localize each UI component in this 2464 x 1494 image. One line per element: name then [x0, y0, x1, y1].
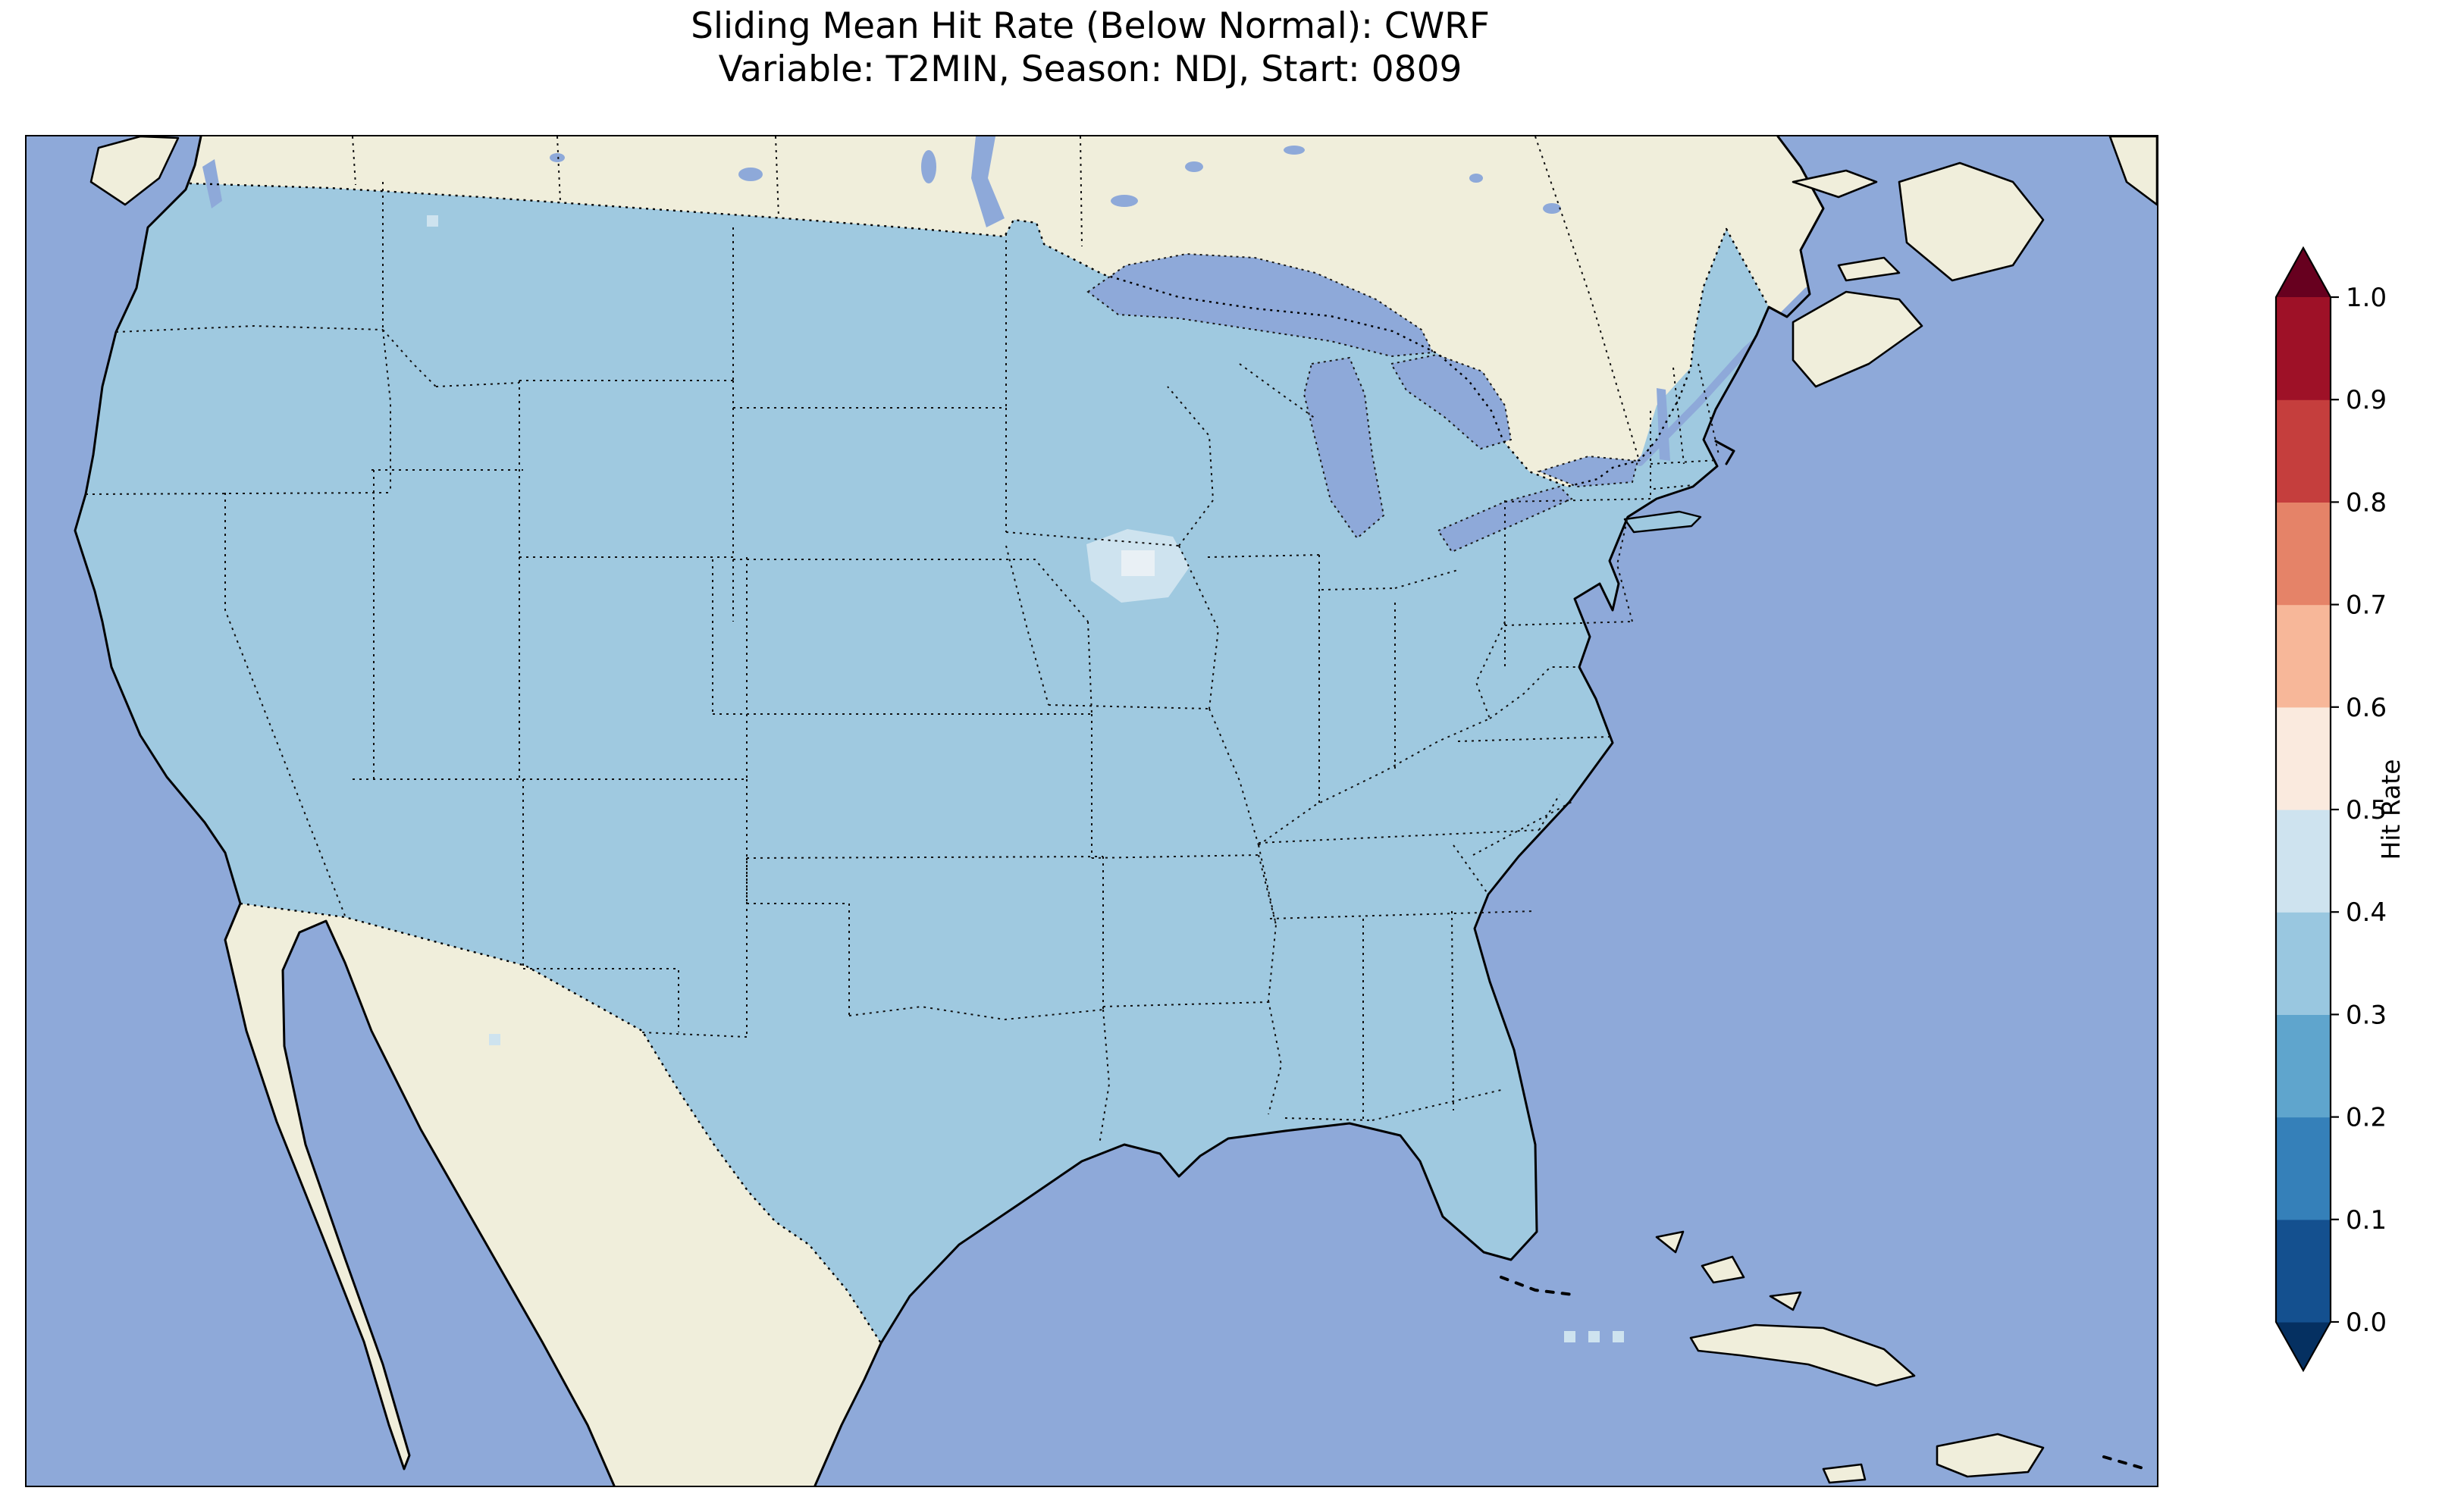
colorbar-band — [2276, 810, 2331, 913]
colorbar-band — [2276, 706, 2331, 810]
us-mexico-border — [240, 902, 882, 1344]
colorbar: 0.0 0.1 0.2 0.3 0.4 0.5 0.6 0.7 0.8 0.9 1.0 Hit Ra… — [2274, 246, 2406, 1373]
lake-erie — [1437, 485, 1573, 553]
colorbar-tick-label: 0.6 — [2346, 693, 2387, 723]
colorbar-band — [2276, 502, 2331, 606]
colorbar-tick-label: 1.0 — [2346, 283, 2387, 313]
antilles-arc — [2102, 1455, 2147, 1471]
colorbar-tick-label: 0.9 — [2346, 385, 2387, 415]
title-line-1: Sliding Mean Hit Rate (Below Normal): CW… — [691, 5, 1490, 47]
bahamas-3 — [1769, 1291, 1802, 1311]
patch-cell — [427, 215, 438, 227]
labrador-corner — [2108, 136, 2157, 206]
prince-edward-island — [1837, 256, 1901, 282]
puget-sound — [202, 159, 222, 208]
lake-huron — [1390, 353, 1513, 450]
colorbar-band — [2276, 1117, 2331, 1220]
colorbar-label: Hit Rate — [2376, 759, 2406, 860]
cuba — [1689, 1323, 1916, 1387]
country-borders — [189, 182, 1770, 1344]
colorbar-band — [2276, 1219, 2331, 1323]
state-borders — [85, 136, 1719, 1145]
colorbar-tick-label: 0.1 — [2346, 1205, 2387, 1236]
colorbar-ticks: 0.0 0.1 0.2 0.3 0.4 0.5 0.6 0.7 0.8 0.9 1.0 — [2331, 283, 2387, 1338]
colorbar-tick-label: 0.0 — [2346, 1308, 2387, 1338]
colorbar-band — [2276, 604, 2331, 708]
lake-superior — [1086, 252, 1434, 358]
bahamas-2 — [1701, 1255, 1745, 1284]
colorbar-band — [2276, 1014, 2331, 1118]
great-lakes — [1086, 252, 1639, 553]
colorbar-under-arrow — [2276, 1322, 2331, 1370]
colorbar-tick-label: 0.5 — [2346, 795, 2387, 825]
patch-cell — [1588, 1331, 1600, 1342]
colorbar-band — [2276, 297, 2331, 400]
map-axes — [25, 135, 2158, 1487]
patch-cell — [1564, 1331, 1575, 1342]
colorbar-over-arrow — [2276, 248, 2331, 297]
newfoundland — [1898, 161, 2045, 282]
title-line-2: Variable: T2MIN, Season: NDJ, Start: 080… — [718, 49, 1462, 91]
jamaica — [1822, 1463, 1867, 1484]
florida-keys — [1500, 1276, 1575, 1296]
lake-michigan — [1303, 356, 1385, 540]
islands — [89, 136, 2157, 1484]
colorbar-tick-label: 0.3 — [2346, 1000, 2387, 1030]
colorbar-tick-label: 0.4 — [2346, 897, 2387, 928]
hit-rate-anomaly-patch — [427, 215, 1624, 1342]
us-map — [27, 136, 2157, 1486]
nova-scotia — [1792, 290, 1923, 388]
long-island — [1623, 510, 1702, 534]
colorbar-tick-label: 0.2 — [2346, 1103, 2387, 1133]
colorbar-band — [2276, 399, 2331, 503]
lake-ontario — [1536, 455, 1639, 488]
colorbar-tick-label: 0.8 — [2346, 487, 2387, 518]
us-canada-border — [189, 182, 1770, 488]
vancouver-island — [89, 136, 180, 206]
anticosti-island — [1792, 169, 1878, 199]
figure-title: Sliding Mean Hit Rate (Below Normal): CW… — [25, 5, 2155, 92]
coastline — [74, 136, 1825, 1486]
patch-cell — [1613, 1331, 1624, 1342]
colorbar-bands — [2276, 297, 2331, 1323]
colorbar-tick-label: 0.7 — [2346, 590, 2387, 621]
hispaniola — [1936, 1433, 2045, 1478]
patch-cell — [489, 1034, 500, 1045]
patch-0.5-0.6 — [1121, 550, 1155, 576]
colorbar-band — [2276, 912, 2331, 1015]
bahamas-1 — [1655, 1230, 1685, 1254]
